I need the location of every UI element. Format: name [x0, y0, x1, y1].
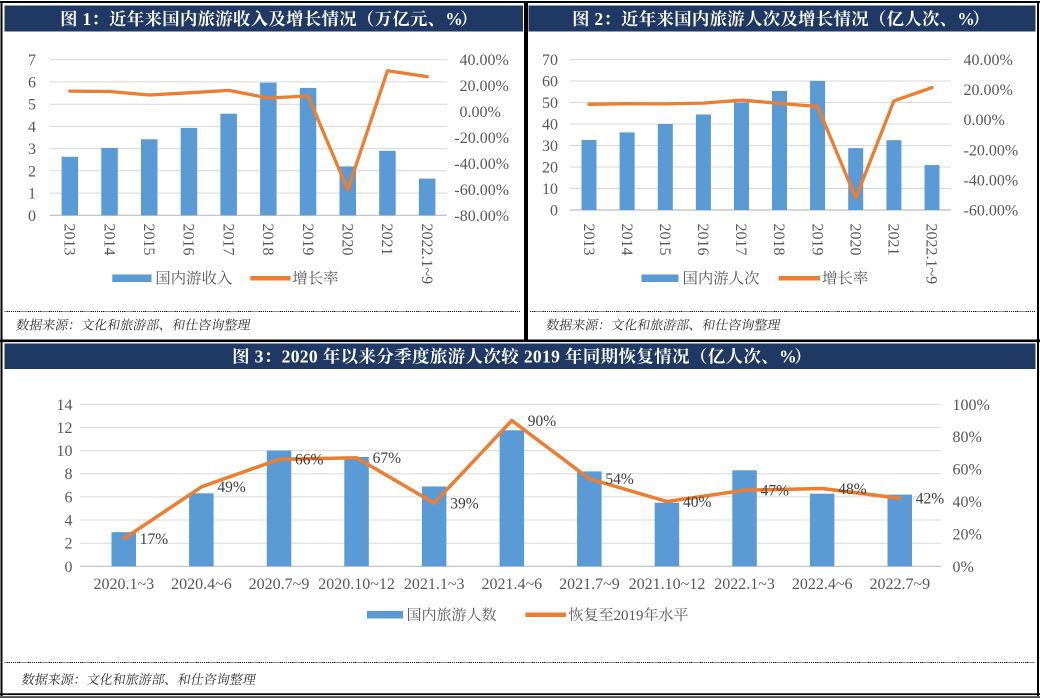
svg-text:70: 70	[542, 52, 558, 69]
svg-text:60%: 60%	[953, 462, 982, 479]
svg-text:-80.00%: -80.00%	[454, 208, 509, 225]
svg-text:48%: 48%	[838, 481, 867, 498]
svg-text:2016: 2016	[694, 224, 711, 256]
svg-text:17%: 17%	[140, 531, 169, 548]
svg-text:2013: 2013	[61, 224, 78, 256]
svg-text:2020.1~3: 2020.1~3	[93, 576, 154, 593]
svg-text:0: 0	[28, 208, 36, 225]
svg-text:2022.7~9: 2022.7~9	[869, 576, 930, 593]
svg-text:8: 8	[65, 466, 73, 483]
svg-text:-60.00%: -60.00%	[964, 203, 1019, 220]
svg-text:2020: 2020	[282, 347, 323, 367]
svg-text:2019: 2019	[614, 608, 644, 624]
svg-text:49%: 49%	[217, 479, 246, 496]
svg-text:40.00%: 40.00%	[964, 52, 1013, 69]
svg-text:5: 5	[28, 97, 36, 114]
svg-text:14: 14	[57, 397, 73, 414]
svg-text:10: 10	[542, 181, 558, 198]
svg-text:40%: 40%	[683, 494, 712, 511]
svg-text:-20.00%: -20.00%	[964, 142, 1019, 159]
svg-text:6: 6	[65, 489, 73, 506]
svg-text:2018: 2018	[770, 224, 787, 256]
svg-text:4: 4	[65, 513, 73, 530]
svg-text:4: 4	[28, 119, 36, 136]
svg-text:2021.1~3: 2021.1~3	[404, 576, 465, 593]
svg-text:2021: 2021	[378, 224, 395, 256]
svg-text:2019: 2019	[808, 224, 825, 256]
svg-text:2021.10~12: 2021.10~12	[629, 576, 706, 593]
svg-text:60: 60	[542, 74, 558, 91]
svg-text:2020: 2020	[338, 224, 355, 256]
svg-text:0.00%: 0.00%	[964, 112, 1005, 129]
svg-text:1: 1	[78, 9, 92, 29]
svg-text:50: 50	[542, 95, 558, 112]
svg-text:-40.00%: -40.00%	[454, 156, 509, 173]
svg-text:0: 0	[65, 559, 73, 576]
svg-text:2018: 2018	[259, 224, 276, 256]
svg-text:0%: 0%	[953, 559, 974, 576]
svg-text:-60.00%: -60.00%	[454, 182, 509, 199]
svg-text:2021.7~9: 2021.7~9	[559, 576, 620, 593]
svg-text:80%: 80%	[953, 429, 982, 446]
svg-text:2: 2	[590, 9, 604, 29]
svg-text:2017: 2017	[732, 224, 749, 256]
svg-text:%: %	[957, 9, 975, 29]
svg-text:-20.00%: -20.00%	[454, 130, 509, 147]
svg-text:54%: 54%	[605, 471, 634, 488]
svg-text:2: 2	[65, 536, 73, 553]
svg-text:2021.4~6: 2021.4~6	[481, 576, 542, 593]
svg-text:2: 2	[28, 163, 36, 180]
svg-text:40.00%: 40.00%	[460, 52, 509, 69]
svg-text:20.00%: 20.00%	[964, 82, 1013, 99]
svg-text:47%: 47%	[761, 483, 790, 500]
svg-text:2020.4~6: 2020.4~6	[171, 576, 232, 593]
svg-text:%: %	[445, 9, 463, 29]
svg-text:2022.1~9: 2022.1~9	[418, 224, 435, 285]
svg-text:2017: 2017	[219, 224, 236, 256]
svg-text:2016: 2016	[180, 224, 197, 256]
svg-text:40: 40	[542, 117, 558, 134]
svg-text:2019: 2019	[299, 224, 316, 256]
svg-text:42%: 42%	[916, 491, 945, 508]
svg-text:2015: 2015	[140, 224, 157, 256]
svg-text:2022.4~6: 2022.4~6	[792, 576, 853, 593]
svg-text:2014: 2014	[618, 224, 635, 256]
svg-text:90%: 90%	[528, 413, 557, 430]
svg-text:2020.10~12: 2020.10~12	[318, 576, 395, 593]
svg-text:10: 10	[57, 443, 73, 460]
svg-text:2022.1~9: 2022.1~9	[923, 224, 940, 285]
svg-text:40%: 40%	[953, 494, 982, 511]
svg-text:0: 0	[550, 203, 558, 220]
svg-text:66%: 66%	[295, 452, 324, 469]
svg-text:7: 7	[28, 52, 36, 69]
svg-text:6: 6	[28, 74, 36, 91]
svg-text:2019: 2019	[519, 347, 565, 367]
svg-text:100%: 100%	[953, 397, 990, 414]
svg-text:20: 20	[542, 160, 558, 177]
svg-text:3: 3	[250, 347, 264, 367]
svg-text:2013: 2013	[580, 224, 597, 256]
svg-text:2014: 2014	[100, 224, 117, 256]
svg-text:2020: 2020	[847, 224, 864, 256]
svg-text:2020.7~9: 2020.7~9	[249, 576, 310, 593]
svg-text:0.00%: 0.00%	[460, 104, 501, 121]
svg-text:1: 1	[28, 186, 36, 203]
svg-text:30: 30	[542, 138, 558, 155]
svg-text:3: 3	[28, 141, 36, 158]
svg-text:-40.00%: -40.00%	[964, 172, 1019, 189]
svg-text:2022.1~3: 2022.1~3	[714, 576, 775, 593]
svg-text:12: 12	[57, 420, 73, 437]
svg-text:67%: 67%	[373, 450, 402, 467]
svg-text:2015: 2015	[656, 224, 673, 256]
svg-text:%: %	[779, 347, 797, 367]
svg-text:2021: 2021	[885, 224, 902, 256]
svg-text:39%: 39%	[450, 495, 479, 512]
svg-text:20%: 20%	[953, 526, 982, 543]
svg-text:20.00%: 20.00%	[460, 78, 509, 95]
